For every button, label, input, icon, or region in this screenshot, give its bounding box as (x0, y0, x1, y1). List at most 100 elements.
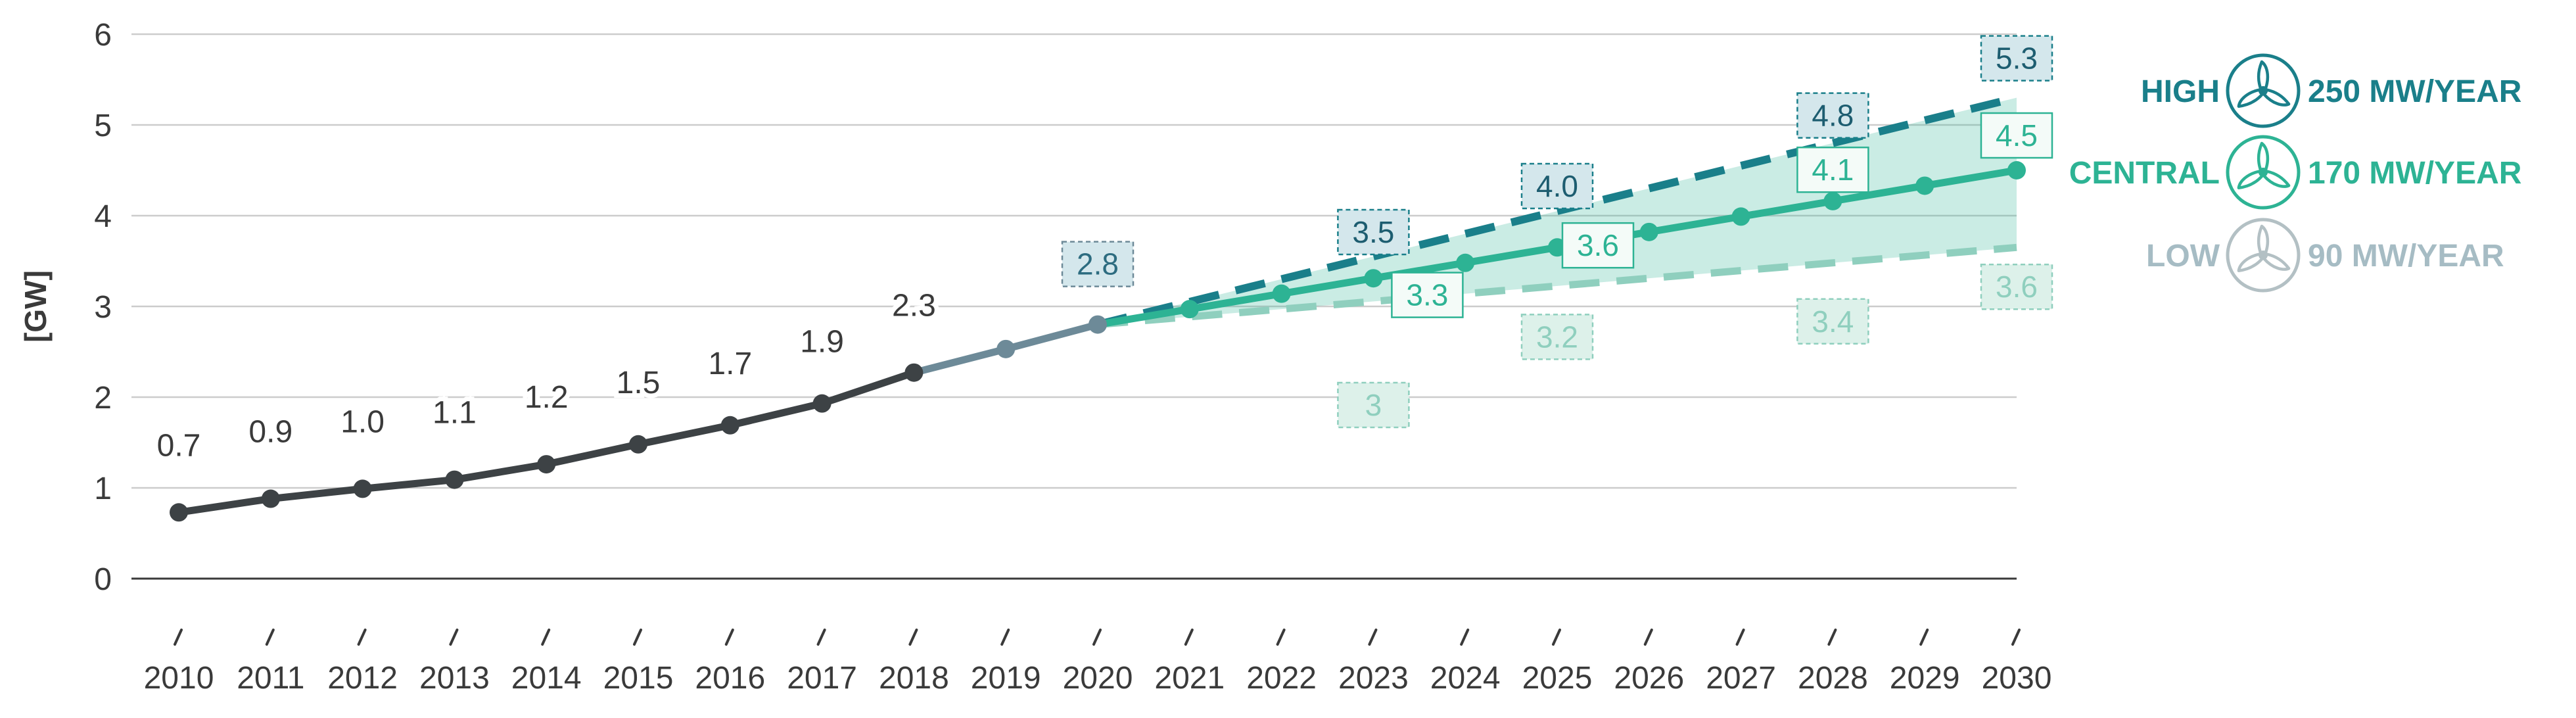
x-tick-mark (1460, 629, 1470, 646)
x-tick-mark (1643, 629, 1653, 646)
turbine-blade (2237, 88, 2264, 108)
data-label: 1.5 (617, 366, 661, 400)
legend-scenario-rate: 170 MW/YEAR (2308, 156, 2521, 191)
legend-scenario-rate: 250 MW/YEAR (2308, 74, 2521, 109)
data-label-box (1061, 241, 1135, 287)
scenario-label-box (1337, 381, 1410, 429)
x-tick-label: 2020 (1063, 661, 1133, 696)
x-tick-mark (1276, 629, 1286, 646)
axes: 0 1 2 3 4 5 6 [GW] 2010 2011 2012 2013 2014 2015 2016 2… (18, 18, 2051, 696)
central-point (2007, 161, 2026, 180)
y-tick-label: 1 (94, 471, 112, 506)
y-tick-label: 3 (94, 290, 112, 325)
scenario-label-box (1796, 146, 1869, 193)
data-label: 0.9 (248, 415, 293, 450)
y-axis-label: [GW] (18, 270, 53, 343)
scenario-label-box (1980, 35, 2053, 82)
historical-point (353, 479, 372, 498)
central-point (1180, 300, 1199, 319)
historical-point (904, 363, 924, 382)
x-tick-label: 2012 (327, 661, 398, 696)
central-point (1731, 207, 1750, 226)
x-tick-mark (265, 629, 275, 646)
x-tick-label: 2023 (1338, 661, 1409, 696)
legend-scenario-name: HIGH (2141, 74, 2220, 109)
series-lines (175, 93, 2018, 516)
data-label: 0.7 (157, 428, 201, 463)
scenario-label: 3.2 (1536, 320, 1578, 354)
turbine-blade (2257, 60, 2270, 90)
scenario-label: 3.4 (1812, 304, 1854, 339)
x-tick-mark (541, 629, 551, 646)
scenario-range-band (1098, 97, 2017, 325)
x-tick-label: 2025 (1522, 661, 1593, 696)
scenario-band (1098, 97, 2017, 325)
scenario-label: 3 (1365, 388, 1382, 422)
central-point (1915, 176, 1934, 195)
legend-item-low: LOW 90 MW/YEAR (2146, 218, 2504, 293)
scenario-label: 3.5 (1352, 215, 1394, 249)
scenario-label: 4.1 (1812, 153, 1854, 187)
high-scenario-line (1096, 93, 2018, 329)
scenario-label: 5.3 (1996, 41, 2038, 76)
turbine-hub (2259, 251, 2268, 260)
x-tick-label: 2011 (237, 661, 304, 696)
historical-point (1089, 315, 1107, 334)
x-tick-label: 2017 (787, 661, 857, 696)
x-tick-mark (174, 629, 183, 646)
central-point (1456, 253, 1475, 272)
historical-point (445, 470, 464, 489)
x-tick-label: 2030 (1982, 661, 2052, 696)
turbine-icon (2226, 218, 2301, 293)
x-tick-mark (724, 629, 734, 646)
x-tick-mark (816, 629, 826, 646)
data-label: 1.9 (800, 325, 844, 360)
scenario-label: 4.8 (1812, 99, 1854, 133)
data-label: 1.1 (433, 396, 477, 431)
x-tick-label: 2021 (1154, 661, 1225, 696)
scenario-label: 3.6 (1577, 228, 1619, 262)
x-tick-mark (1000, 629, 1010, 646)
x-tick-label: 2016 (695, 661, 765, 696)
scenario-label-box (1520, 314, 1594, 360)
x-tick-mark (357, 629, 367, 646)
x-tick-label: 2022 (1246, 661, 1317, 696)
historical-point (996, 339, 1016, 358)
turbine-hub (2259, 168, 2268, 177)
scenario-label: 3.6 (1996, 270, 2038, 304)
y-tick-label: 0 (94, 562, 112, 597)
historical-point (812, 394, 831, 413)
x-tick-label: 2019 (971, 661, 1041, 696)
y-tick-label: 5 (94, 108, 112, 143)
x-tick-mark (1552, 629, 1561, 646)
legend-item-high: HIGH 250 MW/YEAR (2141, 53, 2521, 128)
x-tick-label: 2018 (879, 661, 949, 696)
data-label: 1.0 (340, 404, 385, 439)
turbine-icon (2226, 53, 2301, 128)
x-tick-mark (1092, 629, 1102, 646)
turbine-blade (2237, 170, 2264, 189)
x-tick-mark (1368, 629, 1378, 646)
central-point (1823, 191, 1842, 210)
low-scenario-line (1097, 243, 2017, 329)
x-tick-label: 2013 (419, 661, 490, 696)
x-tick-mark (2011, 629, 2021, 646)
scenario-label-box (1520, 162, 1594, 210)
turbine-icon (2226, 135, 2301, 210)
historical-point (170, 503, 188, 522)
x-tick-mark (1735, 629, 1745, 646)
y-tick-label: 6 (94, 18, 112, 53)
gridlines (131, 33, 2017, 489)
scenario-label-box (1796, 92, 1869, 139)
x-tick-label: 2010 (144, 661, 214, 696)
turbine-blade (2262, 170, 2291, 188)
historical-point (629, 435, 647, 454)
central-point (1364, 269, 1383, 288)
x-tick-mark (1827, 629, 1837, 646)
x-tick-label: 2026 (1614, 661, 1684, 696)
scenario-label: 4.5 (1996, 118, 2038, 153)
data-points (170, 161, 2026, 522)
central-point (1639, 222, 1658, 241)
central-point (1272, 284, 1291, 303)
scenario-label-box (1796, 298, 1869, 345)
